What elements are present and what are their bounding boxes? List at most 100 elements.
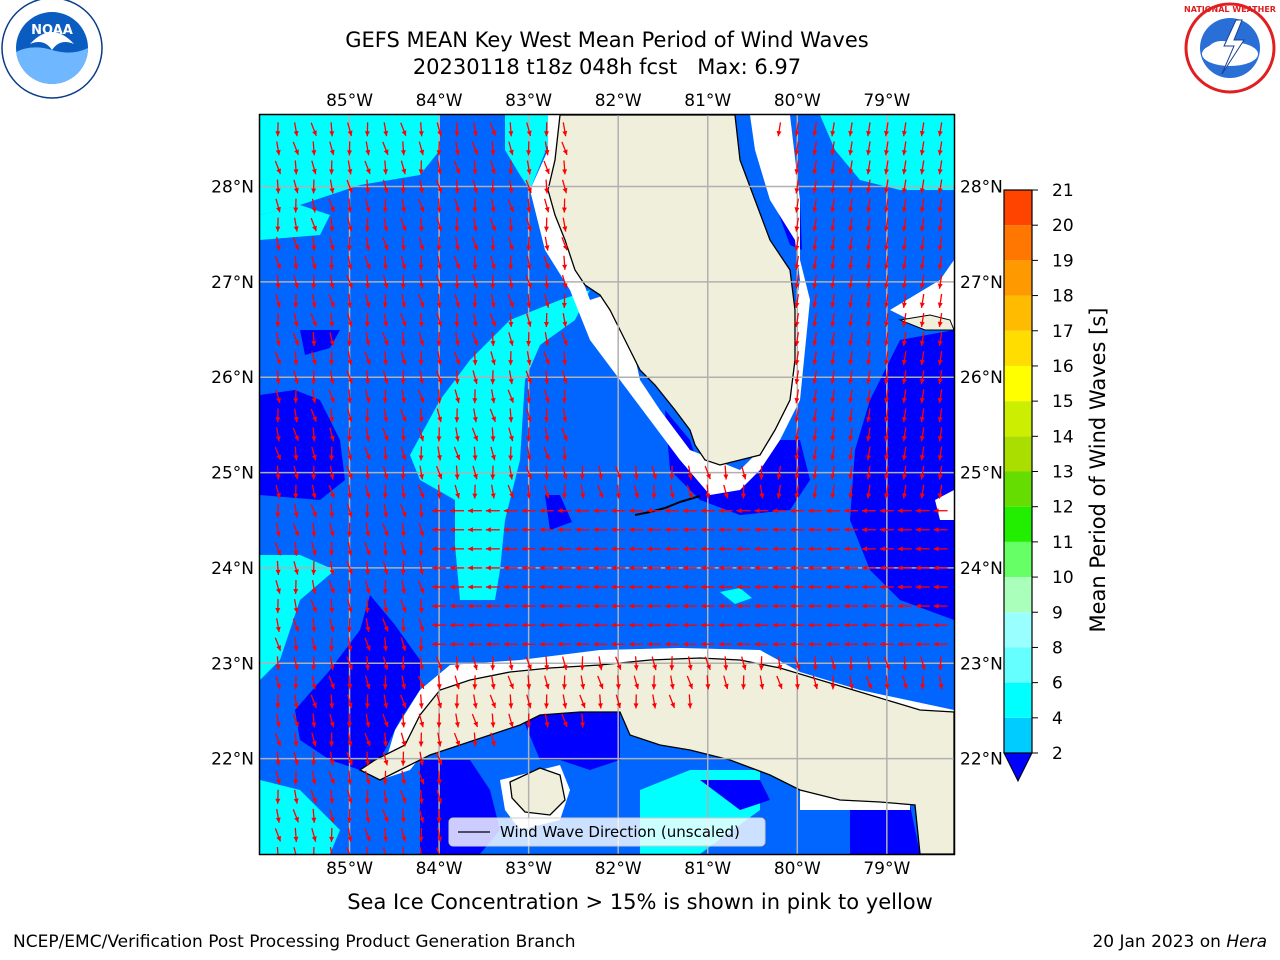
wave-arrow-head xyxy=(485,603,491,609)
wave-arrow-head xyxy=(521,565,527,571)
wave-arrow-head xyxy=(472,493,478,499)
wave-arrow-head xyxy=(311,264,317,270)
wave-arrow-head xyxy=(293,359,299,366)
wave-arrow-head xyxy=(503,641,509,647)
colorbar-segment xyxy=(1004,647,1032,683)
wave-arrow-head xyxy=(664,641,670,647)
wave-arrow-head xyxy=(275,321,281,328)
wave-arrow-head xyxy=(593,584,599,590)
nws-logo-icon: NATIONAL WEATHER xyxy=(1184,2,1276,94)
wave-arrow-head xyxy=(884,283,889,289)
wave-arrow-head xyxy=(347,473,353,480)
wave-arrow-head xyxy=(276,397,281,404)
wave-arrow-head xyxy=(432,508,438,514)
wave-arrow-head xyxy=(329,721,335,728)
wave-arrow-head xyxy=(329,531,335,537)
wave-arrow-head xyxy=(311,283,317,289)
wave-arrow-head xyxy=(848,359,854,366)
wave-arrow-head xyxy=(485,622,491,628)
wave-arrow-head xyxy=(329,512,335,518)
wave-arrow-head xyxy=(401,225,407,232)
wave-arrow-head xyxy=(933,546,939,552)
wave-arrow-head xyxy=(419,149,425,156)
wave-arrow-head xyxy=(436,398,442,404)
wave-arrow-head xyxy=(508,321,514,327)
wave-arrow-head xyxy=(293,226,299,232)
wave-arrow-head xyxy=(472,398,478,404)
wave-arrow-head xyxy=(848,474,854,480)
wave-arrow-head xyxy=(311,645,317,651)
wave-arrow-head xyxy=(772,641,778,647)
wave-arrow-head xyxy=(526,245,532,251)
wave-arrow-head xyxy=(467,565,473,571)
wave-arrow-head xyxy=(831,664,837,671)
wave-arrow-head xyxy=(383,550,389,556)
wave-arrow-head xyxy=(884,455,889,461)
wave-arrow-head xyxy=(901,397,907,404)
colorbar-tick-label: 9 xyxy=(1052,603,1063,623)
wave-arrow-head xyxy=(311,188,317,194)
wave-arrow-head xyxy=(669,683,675,690)
wave-arrow-head xyxy=(848,436,854,442)
wave-arrow-head xyxy=(467,641,473,647)
wave-arrow-head xyxy=(490,245,496,251)
y-tick-label: 27°N xyxy=(211,273,254,293)
wave-arrow-head xyxy=(561,302,567,308)
wave-arrow-head xyxy=(526,702,532,709)
wave-arrow-head xyxy=(365,188,371,194)
wave-arrow-head xyxy=(490,436,496,442)
wave-arrow-head xyxy=(544,131,549,137)
cyan-region-west-florida-shelf xyxy=(410,290,590,600)
wave-arrow-head xyxy=(276,359,281,365)
wave-arrow-head xyxy=(364,321,370,328)
wave-arrow-head xyxy=(682,565,688,571)
wave-arrow-head xyxy=(276,645,281,651)
wave-arrow-head xyxy=(790,527,796,533)
wave-arrow-head xyxy=(454,321,460,328)
wave-arrow-head xyxy=(830,397,836,404)
wave-arrow-head xyxy=(276,492,281,499)
wave-arrow-head xyxy=(633,665,639,671)
wave-arrow-head xyxy=(400,150,406,156)
wave-arrow-head xyxy=(544,340,550,346)
wave-arrow-head xyxy=(830,474,836,480)
wave-arrow-head xyxy=(329,244,335,251)
wave-arrow-head xyxy=(401,302,407,308)
wave-arrow-head xyxy=(508,264,514,270)
wave-arrow-head xyxy=(879,565,885,571)
wave-arrow-head xyxy=(598,492,604,499)
wave-arrow-head xyxy=(830,264,836,270)
wave-arrow-head xyxy=(293,473,299,480)
wave-arrow-head xyxy=(383,455,389,461)
wave-arrow-head xyxy=(647,622,653,628)
wave-arrow-head xyxy=(346,150,352,156)
wave-arrow-head xyxy=(401,836,407,842)
wave-arrow-head xyxy=(758,474,764,480)
wave-arrow-head xyxy=(400,340,406,347)
wave-arrow-head xyxy=(521,546,527,552)
wave-arrow-head xyxy=(347,607,353,613)
wave-arrow-head xyxy=(615,684,621,690)
wave-arrow-head xyxy=(347,359,353,366)
wave-arrow-head xyxy=(812,283,818,289)
wave-arrow-head xyxy=(866,474,872,480)
wave-arrow-head xyxy=(795,664,801,670)
wave-arrow-head xyxy=(826,584,832,590)
wave-arrow-head xyxy=(593,622,599,628)
wave-arrow-head xyxy=(311,665,317,671)
wave-arrow-head xyxy=(311,569,317,575)
wave-arrow-head xyxy=(473,378,478,384)
wave-arrow-head xyxy=(294,149,299,155)
wave-arrow-head xyxy=(794,188,800,194)
wave-arrow-head xyxy=(937,283,943,289)
wave-arrow-head xyxy=(616,702,622,709)
wave-arrow-head xyxy=(919,169,925,175)
wave-arrow xyxy=(366,846,369,854)
wave-arrow-head xyxy=(365,588,371,594)
wave-arrow xyxy=(329,846,333,854)
wave-arrow-head xyxy=(844,584,850,590)
wave-arrow-head xyxy=(885,664,890,670)
wave-arrow-head xyxy=(347,207,353,213)
wave-arrow-head xyxy=(365,245,371,251)
wave-arrow-head xyxy=(311,340,317,347)
